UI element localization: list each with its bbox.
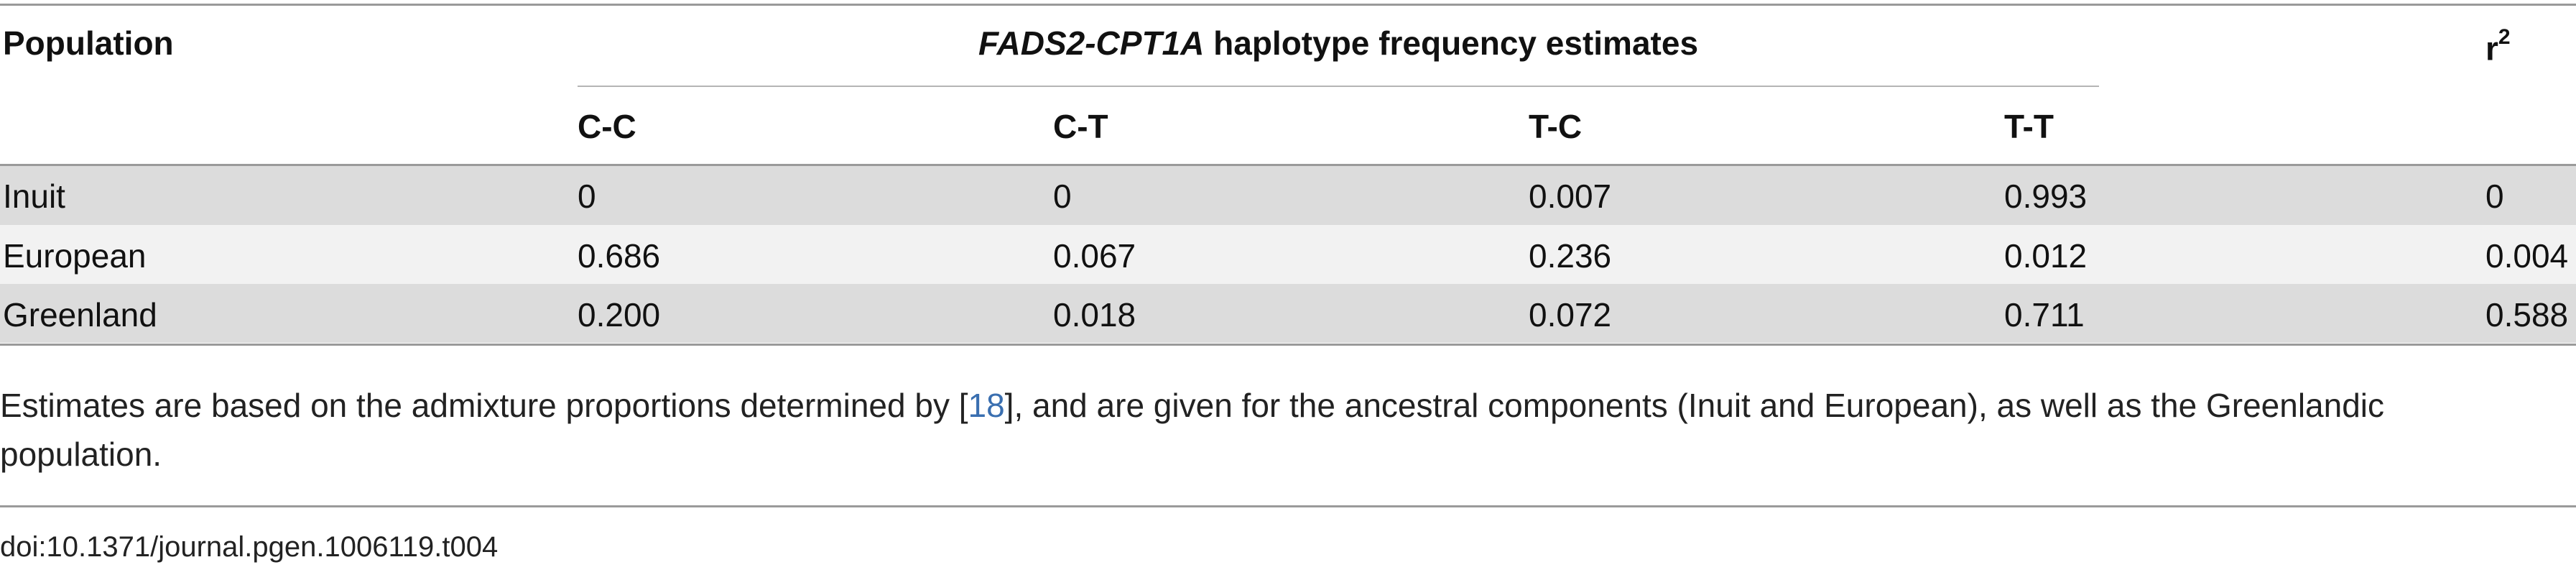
row-cc: 0.200 <box>578 296 661 334</box>
row-tt: 0.993 <box>2004 178 2088 215</box>
row-population: Greenland <box>3 296 157 334</box>
row-r2: 0.004 <box>2485 237 2569 275</box>
row-tt: 0.012 <box>2004 237 2088 275</box>
row-tt: 0.711 <box>2004 296 2085 334</box>
footnote-text-after: ], and are given for the ancestral compo… <box>0 387 2385 473</box>
table-row <box>0 225 2576 284</box>
table-top-rule <box>0 4 2576 6</box>
header-group-title: FADS2-CPT1A haplotype frequency estimate… <box>578 23 2099 63</box>
row-tc: 0.072 <box>1529 296 1612 334</box>
row-cc: 0.686 <box>578 237 661 275</box>
row-ct: 0.018 <box>1053 296 1136 334</box>
row-tc: 0.007 <box>1529 178 1612 215</box>
table-bottom-rule <box>0 344 2576 346</box>
footnote-rule <box>0 505 2576 507</box>
header-col-ct: C-T <box>1053 108 1108 145</box>
header-col-cc: C-C <box>578 108 636 145</box>
header-group-underline <box>578 86 2099 87</box>
header-col-tc: T-C <box>1529 108 1583 145</box>
header-col-tt: T-T <box>2004 108 2054 145</box>
table-footnote: Estimates are based on the admixture pro… <box>0 381 2514 479</box>
row-population: European <box>3 237 147 275</box>
row-cc: 0 <box>578 178 596 215</box>
header-group-rest: haplotype frequency estimates <box>1204 24 1699 62</box>
header-gene-name: FADS2-CPT1A <box>978 24 1205 62</box>
doi-label: doi:10.1371/journal.pgen.1006119.t004 <box>0 531 499 563</box>
footnote-text-before: Estimates are based on the admixture pro… <box>0 387 968 424</box>
table-row <box>0 166 2576 225</box>
table-row <box>0 284 2576 343</box>
row-ct: 0 <box>1053 178 1072 215</box>
footnote-reference-link[interactable]: 18 <box>968 387 1005 424</box>
header-bottom-rule <box>0 164 2576 166</box>
row-r2: 0.588 <box>2485 296 2569 334</box>
row-population: Inuit <box>3 178 65 215</box>
header-r2: r2 <box>2485 25 2511 68</box>
row-r2: 0 <box>2485 178 2504 215</box>
row-tc: 0.236 <box>1529 237 1612 275</box>
header-population: Population <box>3 24 174 62</box>
row-ct: 0.067 <box>1053 237 1136 275</box>
